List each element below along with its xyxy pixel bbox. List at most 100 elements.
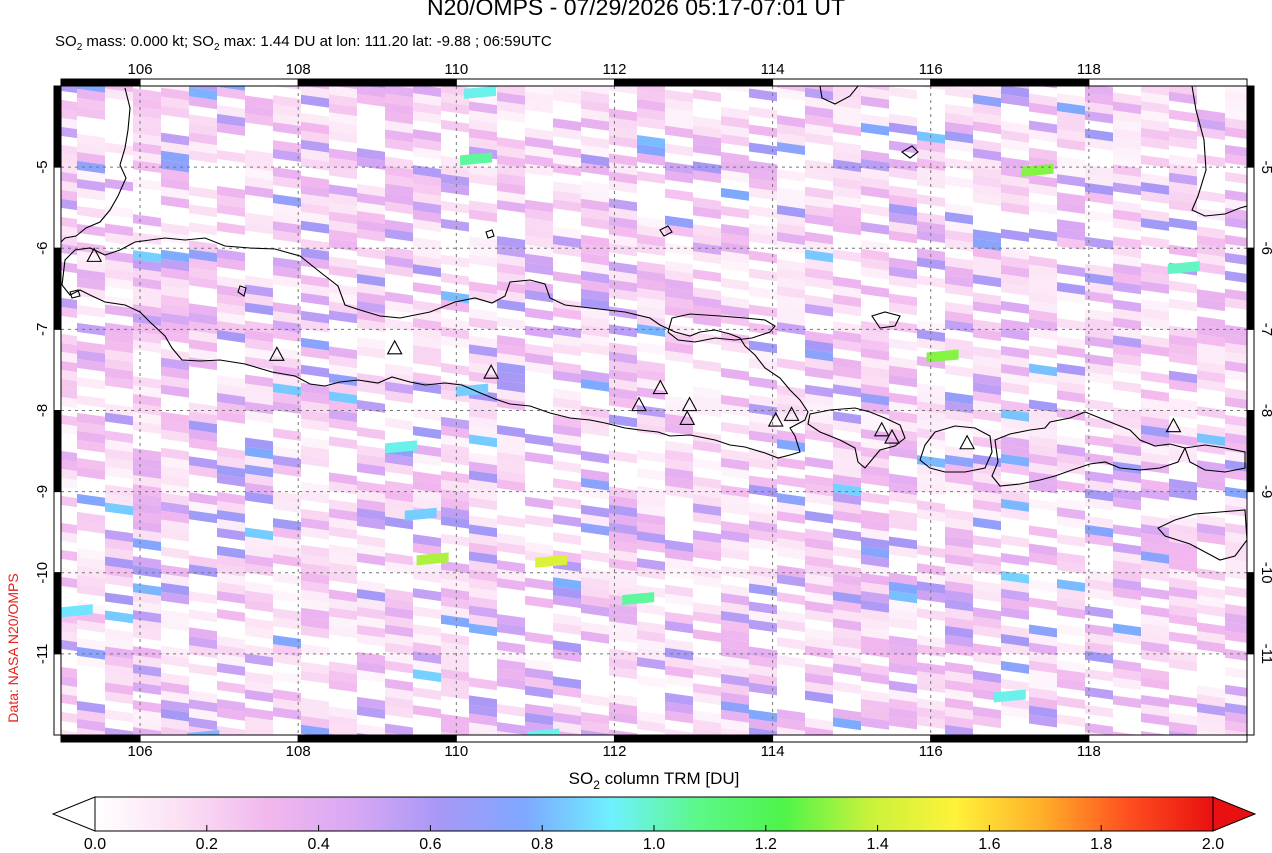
so2-pixel: [385, 228, 413, 242]
so2-pixel: [805, 186, 833, 200]
so2-pixel: [917, 464, 945, 478]
y-tick-label-left: -9: [34, 485, 51, 498]
so2-pixel: [329, 94, 357, 108]
so2-pixel: [693, 62, 721, 75]
so2-pixel: [301, 112, 329, 126]
so2-pixel: [973, 562, 1001, 576]
so2-pixel: [189, 501, 217, 515]
so2-pixel: [581, 585, 609, 599]
so2-pixel: [413, 237, 441, 251]
so2-pixel: [945, 121, 973, 135]
volcano-icon: [679, 410, 696, 425]
so2-pixel: [1141, 460, 1169, 474]
so2-pixel: [917, 680, 945, 694]
so2-pixel: [161, 159, 189, 173]
so2-pixel: [413, 534, 441, 548]
so2-pixel: [189, 150, 217, 164]
so2-pixel: [947, 86, 973, 90]
so2-pixel: [833, 465, 861, 479]
so2-pixel: [861, 338, 889, 352]
so2-pixel: [413, 588, 441, 602]
so2-pixel: [497, 568, 525, 582]
so2-pixel: [1029, 300, 1057, 314]
so2-pixel: [1113, 425, 1141, 439]
so2-pixel: [1057, 696, 1085, 710]
so2-pixel: [637, 522, 665, 535]
so2-pixel: [609, 549, 637, 563]
so2-pixel: [329, 625, 357, 639]
so2-pixel: [581, 513, 609, 527]
so2-pixel: [861, 374, 889, 388]
so2-pixel: [1225, 603, 1247, 616]
so2-pixel: [1141, 730, 1169, 735]
so2-pixel: [945, 310, 973, 324]
so2-pixel: [133, 592, 161, 605]
so2-pixel: [637, 315, 665, 328]
so2-pixel: [357, 732, 372, 735]
so2-pixel: [413, 453, 441, 467]
so2-pixel: [553, 730, 581, 735]
so2-pixel: [1057, 336, 1085, 350]
so2-pixel: [637, 297, 665, 310]
so2-pixel: [385, 58, 413, 71]
so2-pixel: [637, 648, 665, 661]
frame-bar-right: [1246, 166, 1255, 249]
so2-pixel: [413, 129, 441, 143]
so2-pixel: [21, 270, 49, 283]
so2-pixel: [1141, 694, 1169, 708]
so2-pixel: [833, 492, 861, 506]
so2-pixel: [77, 547, 105, 561]
so2-pixel: [1197, 622, 1225, 636]
so2-pixel: [105, 142, 133, 156]
so2-pixel: [973, 553, 1001, 567]
so2-pixel: [189, 186, 217, 200]
so2-pixel: [189, 645, 217, 659]
so2-pixel: [1113, 587, 1141, 601]
so2-pixel: [1225, 342, 1247, 355]
so2-pixel: [189, 240, 217, 254]
so2-pixel: [581, 576, 609, 590]
so2-pixel: [609, 216, 637, 230]
so2-pixel: [637, 153, 665, 166]
so2-pixel: [497, 145, 525, 159]
so2-pixel: [1085, 704, 1113, 718]
so2-pixel: [329, 616, 357, 630]
so2-pixel: [385, 390, 413, 404]
so2-pixel: [973, 229, 1001, 243]
x-tick-label-bottom: 114: [761, 743, 785, 760]
so2-pixel: [665, 188, 693, 202]
so2-pixel: [1001, 579, 1029, 593]
so2-pixel: [21, 63, 49, 76]
so2-pixel: [1001, 408, 1029, 422]
so2-pixel: [973, 274, 1001, 288]
so2-pixel: [553, 325, 581, 339]
so2-pixel: [217, 464, 245, 478]
so2-pixel: [1057, 498, 1085, 512]
coast-isle-c: [69, 289, 81, 299]
so2-pixel: [525, 361, 553, 375]
so2-pixel: [665, 125, 693, 139]
so2-pixel: [469, 281, 497, 295]
so2-pixel: [357, 273, 385, 287]
so2-pixel: [1029, 372, 1057, 386]
so2-pixel: [357, 543, 385, 557]
so2-pixel: [945, 535, 973, 549]
so2-pixel: [1141, 271, 1169, 285]
so2-pixel: [973, 670, 1001, 684]
so2-pixel: [973, 625, 1001, 639]
so2-pixel: [1169, 181, 1197, 195]
so2-pixel: [189, 258, 217, 272]
so2-pixel: [1169, 190, 1197, 204]
so2-pixel: [273, 122, 301, 136]
so2-pixel: [1169, 559, 1197, 573]
so2-pixel: [721, 655, 749, 669]
so2-pixel: [395, 86, 413, 89]
so2-pixel: [833, 717, 861, 731]
so2-pixel: [1197, 226, 1225, 240]
so2-pixel: [161, 492, 189, 506]
so2-pixel: [1169, 406, 1197, 420]
so2-pixel: [1141, 208, 1169, 222]
so2-pixel: [385, 219, 413, 233]
so2-pixel: [161, 366, 189, 380]
so2-pixel: [693, 386, 721, 400]
